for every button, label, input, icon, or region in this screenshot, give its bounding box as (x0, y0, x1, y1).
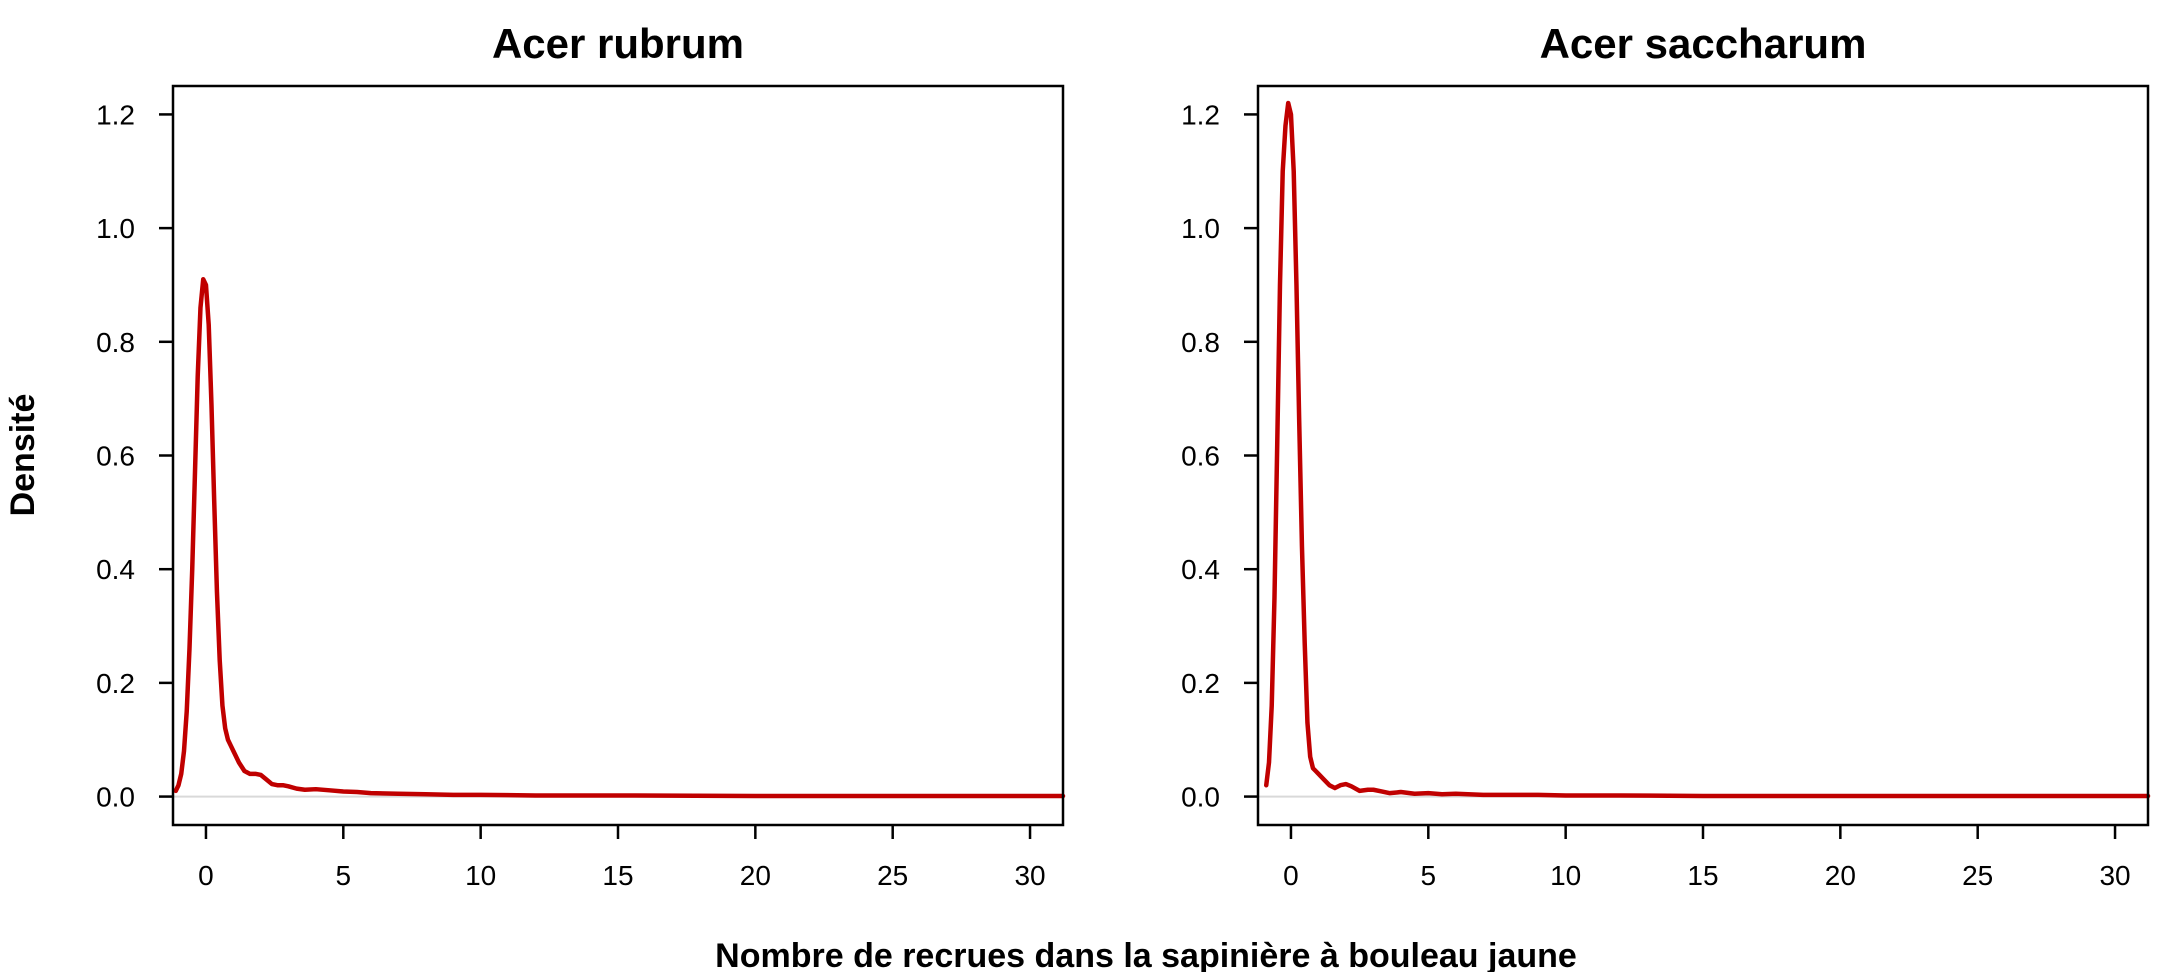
y-tick-label: 0.8 (96, 327, 135, 358)
x-tick-label: 15 (602, 860, 633, 891)
shared-y-axis-label: Densité (4, 394, 42, 517)
chart-title: Acer saccharum (1540, 20, 1867, 67)
density-line-series-1 (173, 277, 1066, 799)
density-line-series-1 (1263, 100, 2151, 799)
plot-frame (171, 84, 1065, 827)
x-tick-label: 30 (2099, 860, 2130, 891)
y-tick-label: 0.8 (1181, 327, 1220, 358)
x-tick-label: 25 (877, 860, 908, 891)
x-tick-label: 30 (1014, 860, 1045, 891)
x-tick-label: 20 (740, 860, 771, 891)
x-tick-label: 10 (1550, 860, 1581, 891)
x-tick-label: 0 (1283, 860, 1299, 891)
shared-x-axis-label: Nombre de recrues dans la sapinière à bo… (715, 937, 1577, 972)
y-tick-label: 1.0 (96, 213, 135, 244)
x-tick-label: 25 (1962, 860, 1993, 891)
y-tick-label: 0.6 (96, 441, 135, 472)
y-tick-label: 1.0 (1181, 213, 1220, 244)
y-tick-label: 0.4 (1181, 554, 1220, 585)
y-tick-label: 0.2 (1181, 668, 1220, 699)
x-tick-label: 5 (1421, 860, 1437, 891)
x-tick-label: 10 (465, 860, 496, 891)
chart-panel-1: Acer rubrum 0 5 10 15 20 25 30 0.0 0.2 0.4 0.6 0.8 1.… (96, 20, 1066, 891)
y-tick-label: 0.2 (96, 668, 135, 699)
plot-frame (1256, 84, 2150, 827)
x-tick-label: 5 (336, 860, 352, 891)
x-tick-label: 15 (1687, 860, 1718, 891)
y-tick-label: 0.6 (1181, 441, 1220, 472)
x-tick-label: 20 (1825, 860, 1856, 891)
chart-panel-2: Acer saccharum 0 5 10 15 20 25 30 0.0 0.2 0.4 0.6 0.… (1181, 20, 2151, 891)
x-tick-label: 0 (198, 860, 214, 891)
y-tick-label: 0.0 (96, 782, 135, 813)
chart-title: Acer rubrum (492, 20, 744, 67)
y-tick-label: 0.4 (96, 554, 135, 585)
y-tick-label: 1.2 (96, 99, 135, 130)
y-tick-label: 0.0 (1181, 782, 1220, 813)
y-tick-label: 1.2 (1181, 99, 1220, 130)
